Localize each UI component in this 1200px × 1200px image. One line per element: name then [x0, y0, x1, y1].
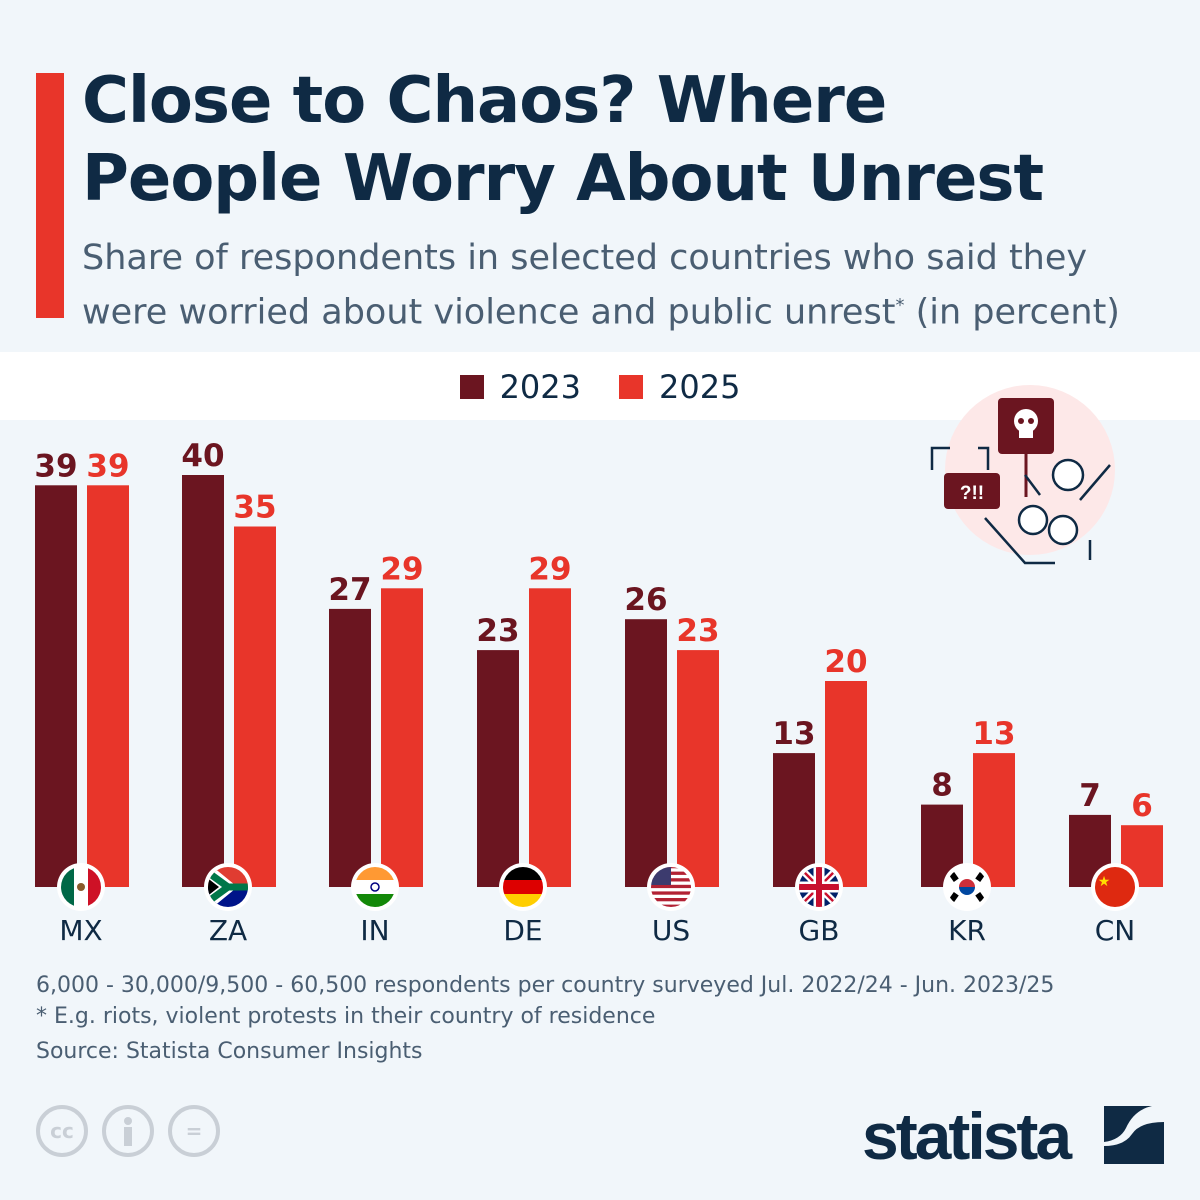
data-label: 29: [528, 551, 571, 587]
bar-mx-2025: [87, 485, 129, 887]
license-icons[interactable]: cc =: [36, 1105, 220, 1157]
bar-de-2023: [477, 650, 519, 887]
category-label: ZA: [209, 914, 247, 947]
title-line-1: Close to Chaos? Where: [82, 64, 887, 138]
footnotes: 6,000 - 30,000/9,500 - 60,500 respondent…: [36, 970, 1054, 1032]
flag-gb-icon: [795, 863, 843, 911]
bar-group-kr: 8 13 KR: [921, 716, 1016, 947]
bar-mx-2023: [35, 485, 77, 887]
category-label: GB: [799, 914, 840, 947]
flag-us-icon: [647, 863, 695, 911]
legend-swatch: [619, 375, 643, 399]
bar-de-2025: [529, 588, 571, 887]
speech-text: ?!!: [960, 483, 984, 504]
flag-za-icon: [204, 863, 252, 911]
subtitle-line-2: were worried about violence and public u…: [82, 282, 1192, 337]
category-label: KR: [948, 914, 986, 947]
source[interactable]: Source: Statista Consumer Insights: [36, 1039, 423, 1064]
bar-group-cn: 7 6 ★ CN: [1069, 778, 1163, 947]
category-label: MX: [59, 914, 102, 947]
svg-text:★: ★: [1098, 874, 1111, 890]
data-label: 7: [1079, 778, 1101, 814]
data-label: 13: [972, 716, 1015, 752]
legend: 2023 2025: [0, 368, 1200, 406]
bar-in-2023: [329, 608, 371, 887]
bar-chart: ?!! 39 39MX4035ZA2729IN2329DE2623US1320GB…: [34, 385, 1163, 947]
footnote-marker: *: [895, 295, 905, 316]
statista-logo-mark-icon: [1104, 1106, 1164, 1164]
flag-in-icon: [351, 863, 399, 911]
data-label: 23: [476, 613, 519, 649]
footnote: * E.g. riots, violent protests in their …: [36, 1004, 656, 1029]
bar-us-2023: [625, 619, 667, 887]
bar-za-2025: [234, 526, 276, 887]
data-label: 29: [380, 551, 423, 587]
data-label: 39: [34, 448, 77, 484]
data-label: 8: [931, 768, 953, 804]
data-label: 39: [86, 448, 129, 484]
data-label: 13: [772, 716, 815, 752]
flag-kr-icon: [943, 863, 991, 911]
protest-skull-sign-icon: ?!!: [930, 385, 1115, 565]
statista-logo[interactable]: statista: [862, 1099, 1072, 1173]
data-label: 20: [824, 644, 867, 680]
subtitle-text: were worried about violence and public u…: [82, 292, 896, 333]
bar-kr-2025: [973, 753, 1015, 887]
subtitle-line-1: Share of respondents in selected countri…: [82, 238, 1088, 278]
data-label: 6: [1131, 788, 1153, 824]
category-label: CN: [1095, 914, 1136, 947]
bar-in-2025: [381, 588, 423, 887]
legend-swatch: [459, 375, 484, 399]
data-label: 27: [328, 572, 371, 608]
data-label: 35: [233, 490, 276, 526]
no-derivatives-icon[interactable]: =: [168, 1105, 220, 1157]
bars: 39 39MX4035ZA2729IN2329DE2623US1320GB813K…: [34, 438, 1163, 947]
bar-us-2025: [677, 650, 719, 887]
category-label: DE: [503, 914, 542, 947]
subtitle: Share of respondents in selected countri…: [82, 234, 1192, 337]
survey-note: 6,000 - 30,000/9,500 - 60,500 respondent…: [36, 973, 1055, 998]
title-accent-bar: [36, 73, 64, 318]
data-label: 26: [624, 582, 667, 618]
category-label: US: [652, 914, 690, 947]
bar-gb-2023: [773, 753, 815, 887]
category-label: IN: [360, 914, 389, 947]
title-line-2: People Worry About Unrest: [82, 142, 1044, 216]
cc-icon[interactable]: cc: [36, 1105, 88, 1157]
legend-item-2025: 2025: [619, 368, 740, 406]
attribution-icon[interactable]: [102, 1105, 154, 1157]
flag-mx-icon: [57, 863, 105, 911]
bar-gb-2025: [825, 681, 867, 887]
legend-label: 2025: [659, 368, 741, 406]
legend-item-2023: 2023: [459, 368, 581, 406]
bar-za-2023: [182, 475, 224, 887]
legend-label: 2023: [499, 368, 581, 406]
data-label: 23: [676, 613, 719, 649]
page-title: Close to Chaos? Where People Worry About…: [82, 62, 1044, 218]
subtitle-unit: (in percent): [904, 292, 1120, 333]
flag-de-icon: [499, 863, 547, 911]
flag-cn-icon: ★: [1091, 863, 1139, 911]
data-label: 40: [181, 438, 224, 474]
bar-group-mx: 39 39 MX: [34, 448, 129, 947]
